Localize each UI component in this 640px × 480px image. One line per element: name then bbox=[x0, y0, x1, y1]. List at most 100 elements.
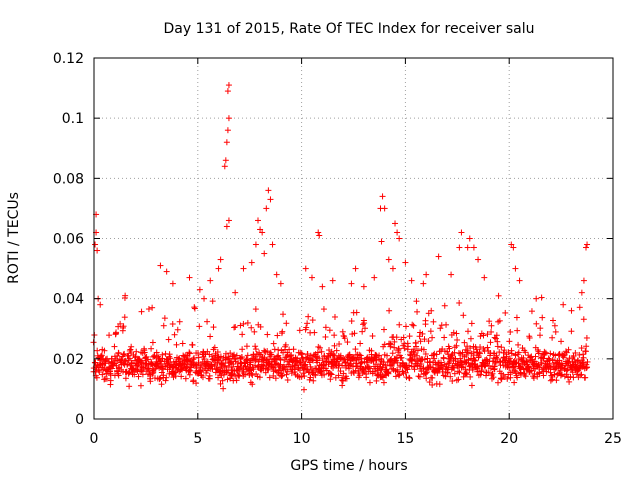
data-point bbox=[402, 259, 409, 266]
data-point bbox=[267, 196, 274, 203]
data-point bbox=[545, 355, 552, 362]
data-point bbox=[198, 362, 205, 369]
data-point bbox=[99, 371, 106, 378]
data-point bbox=[520, 355, 527, 362]
data-point bbox=[217, 256, 224, 263]
data-point bbox=[92, 241, 99, 248]
data-point bbox=[346, 351, 353, 358]
data-point bbox=[496, 349, 503, 356]
data-point bbox=[302, 361, 309, 368]
data-point bbox=[327, 376, 334, 383]
y-tick-label: 0.1 bbox=[62, 111, 84, 127]
data-point bbox=[477, 371, 484, 378]
data-point bbox=[372, 354, 379, 361]
data-point bbox=[381, 326, 388, 333]
axis-ticks bbox=[93, 57, 614, 420]
data-point bbox=[379, 364, 386, 371]
data-point bbox=[467, 335, 474, 342]
data-point bbox=[300, 386, 307, 393]
data-point bbox=[395, 345, 402, 352]
data-point bbox=[330, 364, 337, 371]
x-tick-label: 5 bbox=[193, 431, 202, 447]
data-point bbox=[394, 229, 401, 236]
data-point bbox=[491, 363, 498, 370]
data-point bbox=[284, 376, 291, 383]
data-point bbox=[384, 352, 391, 359]
data-point bbox=[556, 357, 563, 364]
data-point bbox=[395, 372, 402, 379]
data-point bbox=[498, 344, 505, 351]
data-point bbox=[107, 377, 114, 384]
data-point bbox=[381, 205, 388, 212]
data-point bbox=[495, 292, 502, 299]
data-point bbox=[158, 381, 165, 388]
y-tick-labels: 0 0.02 0.04 0.06 0.08 0.1 0.12 bbox=[53, 51, 84, 428]
data-point bbox=[463, 369, 470, 376]
data-point bbox=[290, 346, 297, 353]
data-point bbox=[484, 331, 491, 338]
data-point bbox=[155, 353, 162, 360]
data-point bbox=[97, 357, 104, 364]
data-point bbox=[370, 357, 377, 364]
data-point bbox=[434, 370, 441, 377]
data-point bbox=[464, 328, 471, 335]
data-point bbox=[191, 304, 198, 311]
data-point bbox=[209, 298, 216, 305]
data-point bbox=[571, 356, 578, 363]
data-point bbox=[537, 332, 544, 339]
data-point bbox=[467, 345, 474, 352]
data-point bbox=[270, 340, 277, 347]
data-point bbox=[466, 235, 473, 242]
data-point bbox=[193, 380, 200, 387]
data-point bbox=[348, 318, 355, 325]
data-point bbox=[584, 358, 591, 365]
data-point bbox=[233, 377, 240, 384]
data-point bbox=[132, 354, 139, 361]
data-point bbox=[355, 368, 362, 375]
data-point bbox=[397, 363, 404, 370]
data-point bbox=[265, 187, 272, 194]
data-point bbox=[491, 366, 498, 373]
data-point bbox=[122, 375, 129, 382]
data-point bbox=[122, 292, 129, 299]
data-point bbox=[578, 345, 585, 352]
data-point bbox=[454, 336, 461, 343]
data-point bbox=[309, 317, 316, 324]
data-point bbox=[333, 347, 340, 354]
data-point bbox=[249, 372, 256, 379]
data-point bbox=[552, 352, 559, 359]
data-point bbox=[115, 350, 122, 357]
data-point bbox=[222, 157, 229, 164]
data-point bbox=[501, 347, 508, 354]
data-point bbox=[225, 369, 232, 376]
data-point bbox=[252, 343, 259, 350]
data-point bbox=[420, 346, 427, 353]
data-point bbox=[412, 340, 419, 347]
data-point bbox=[540, 355, 547, 362]
data-point bbox=[417, 338, 424, 345]
data-point bbox=[277, 361, 284, 368]
data-point bbox=[312, 372, 319, 379]
data-point bbox=[436, 381, 443, 388]
data-point bbox=[504, 375, 511, 382]
data-point bbox=[497, 358, 504, 365]
data-point bbox=[471, 357, 478, 364]
data-point bbox=[207, 277, 214, 284]
data-point bbox=[507, 374, 514, 381]
data-point bbox=[272, 375, 279, 382]
data-point bbox=[453, 342, 460, 349]
data-point bbox=[294, 355, 301, 362]
data-point bbox=[515, 349, 522, 356]
data-point bbox=[443, 321, 450, 328]
data-point bbox=[455, 368, 462, 375]
data-point bbox=[248, 259, 255, 266]
data-point bbox=[414, 308, 421, 315]
data-point bbox=[448, 352, 455, 359]
data-point bbox=[308, 274, 315, 281]
data-point bbox=[396, 321, 403, 328]
data-point bbox=[297, 359, 304, 366]
data-point bbox=[444, 369, 451, 376]
data-point bbox=[507, 328, 514, 335]
data-point bbox=[406, 333, 413, 340]
data-point bbox=[225, 82, 232, 89]
